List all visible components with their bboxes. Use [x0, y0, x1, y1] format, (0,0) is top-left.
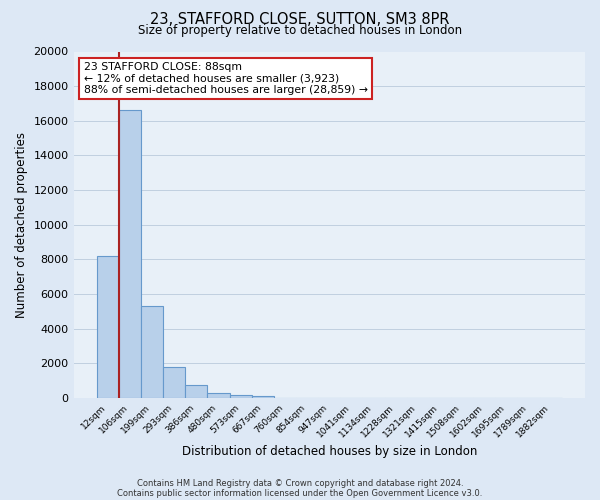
X-axis label: Distribution of detached houses by size in London: Distribution of detached houses by size …: [182, 444, 477, 458]
Text: Size of property relative to detached houses in London: Size of property relative to detached ho…: [138, 24, 462, 37]
Y-axis label: Number of detached properties: Number of detached properties: [15, 132, 28, 318]
Bar: [163, 367, 185, 398]
Bar: [97, 256, 119, 398]
Bar: [119, 110, 141, 398]
Bar: [141, 306, 163, 398]
Bar: [252, 396, 274, 398]
Text: Contains HM Land Registry data © Crown copyright and database right 2024.: Contains HM Land Registry data © Crown c…: [137, 478, 463, 488]
Text: 23 STAFFORD CLOSE: 88sqm
← 12% of detached houses are smaller (3,923)
88% of sem: 23 STAFFORD CLOSE: 88sqm ← 12% of detach…: [84, 62, 368, 95]
Bar: [230, 396, 252, 398]
Text: Contains public sector information licensed under the Open Government Licence v3: Contains public sector information licen…: [118, 488, 482, 498]
Bar: [208, 392, 230, 398]
Bar: [185, 385, 208, 398]
Text: 23, STAFFORD CLOSE, SUTTON, SM3 8PR: 23, STAFFORD CLOSE, SUTTON, SM3 8PR: [150, 12, 450, 28]
